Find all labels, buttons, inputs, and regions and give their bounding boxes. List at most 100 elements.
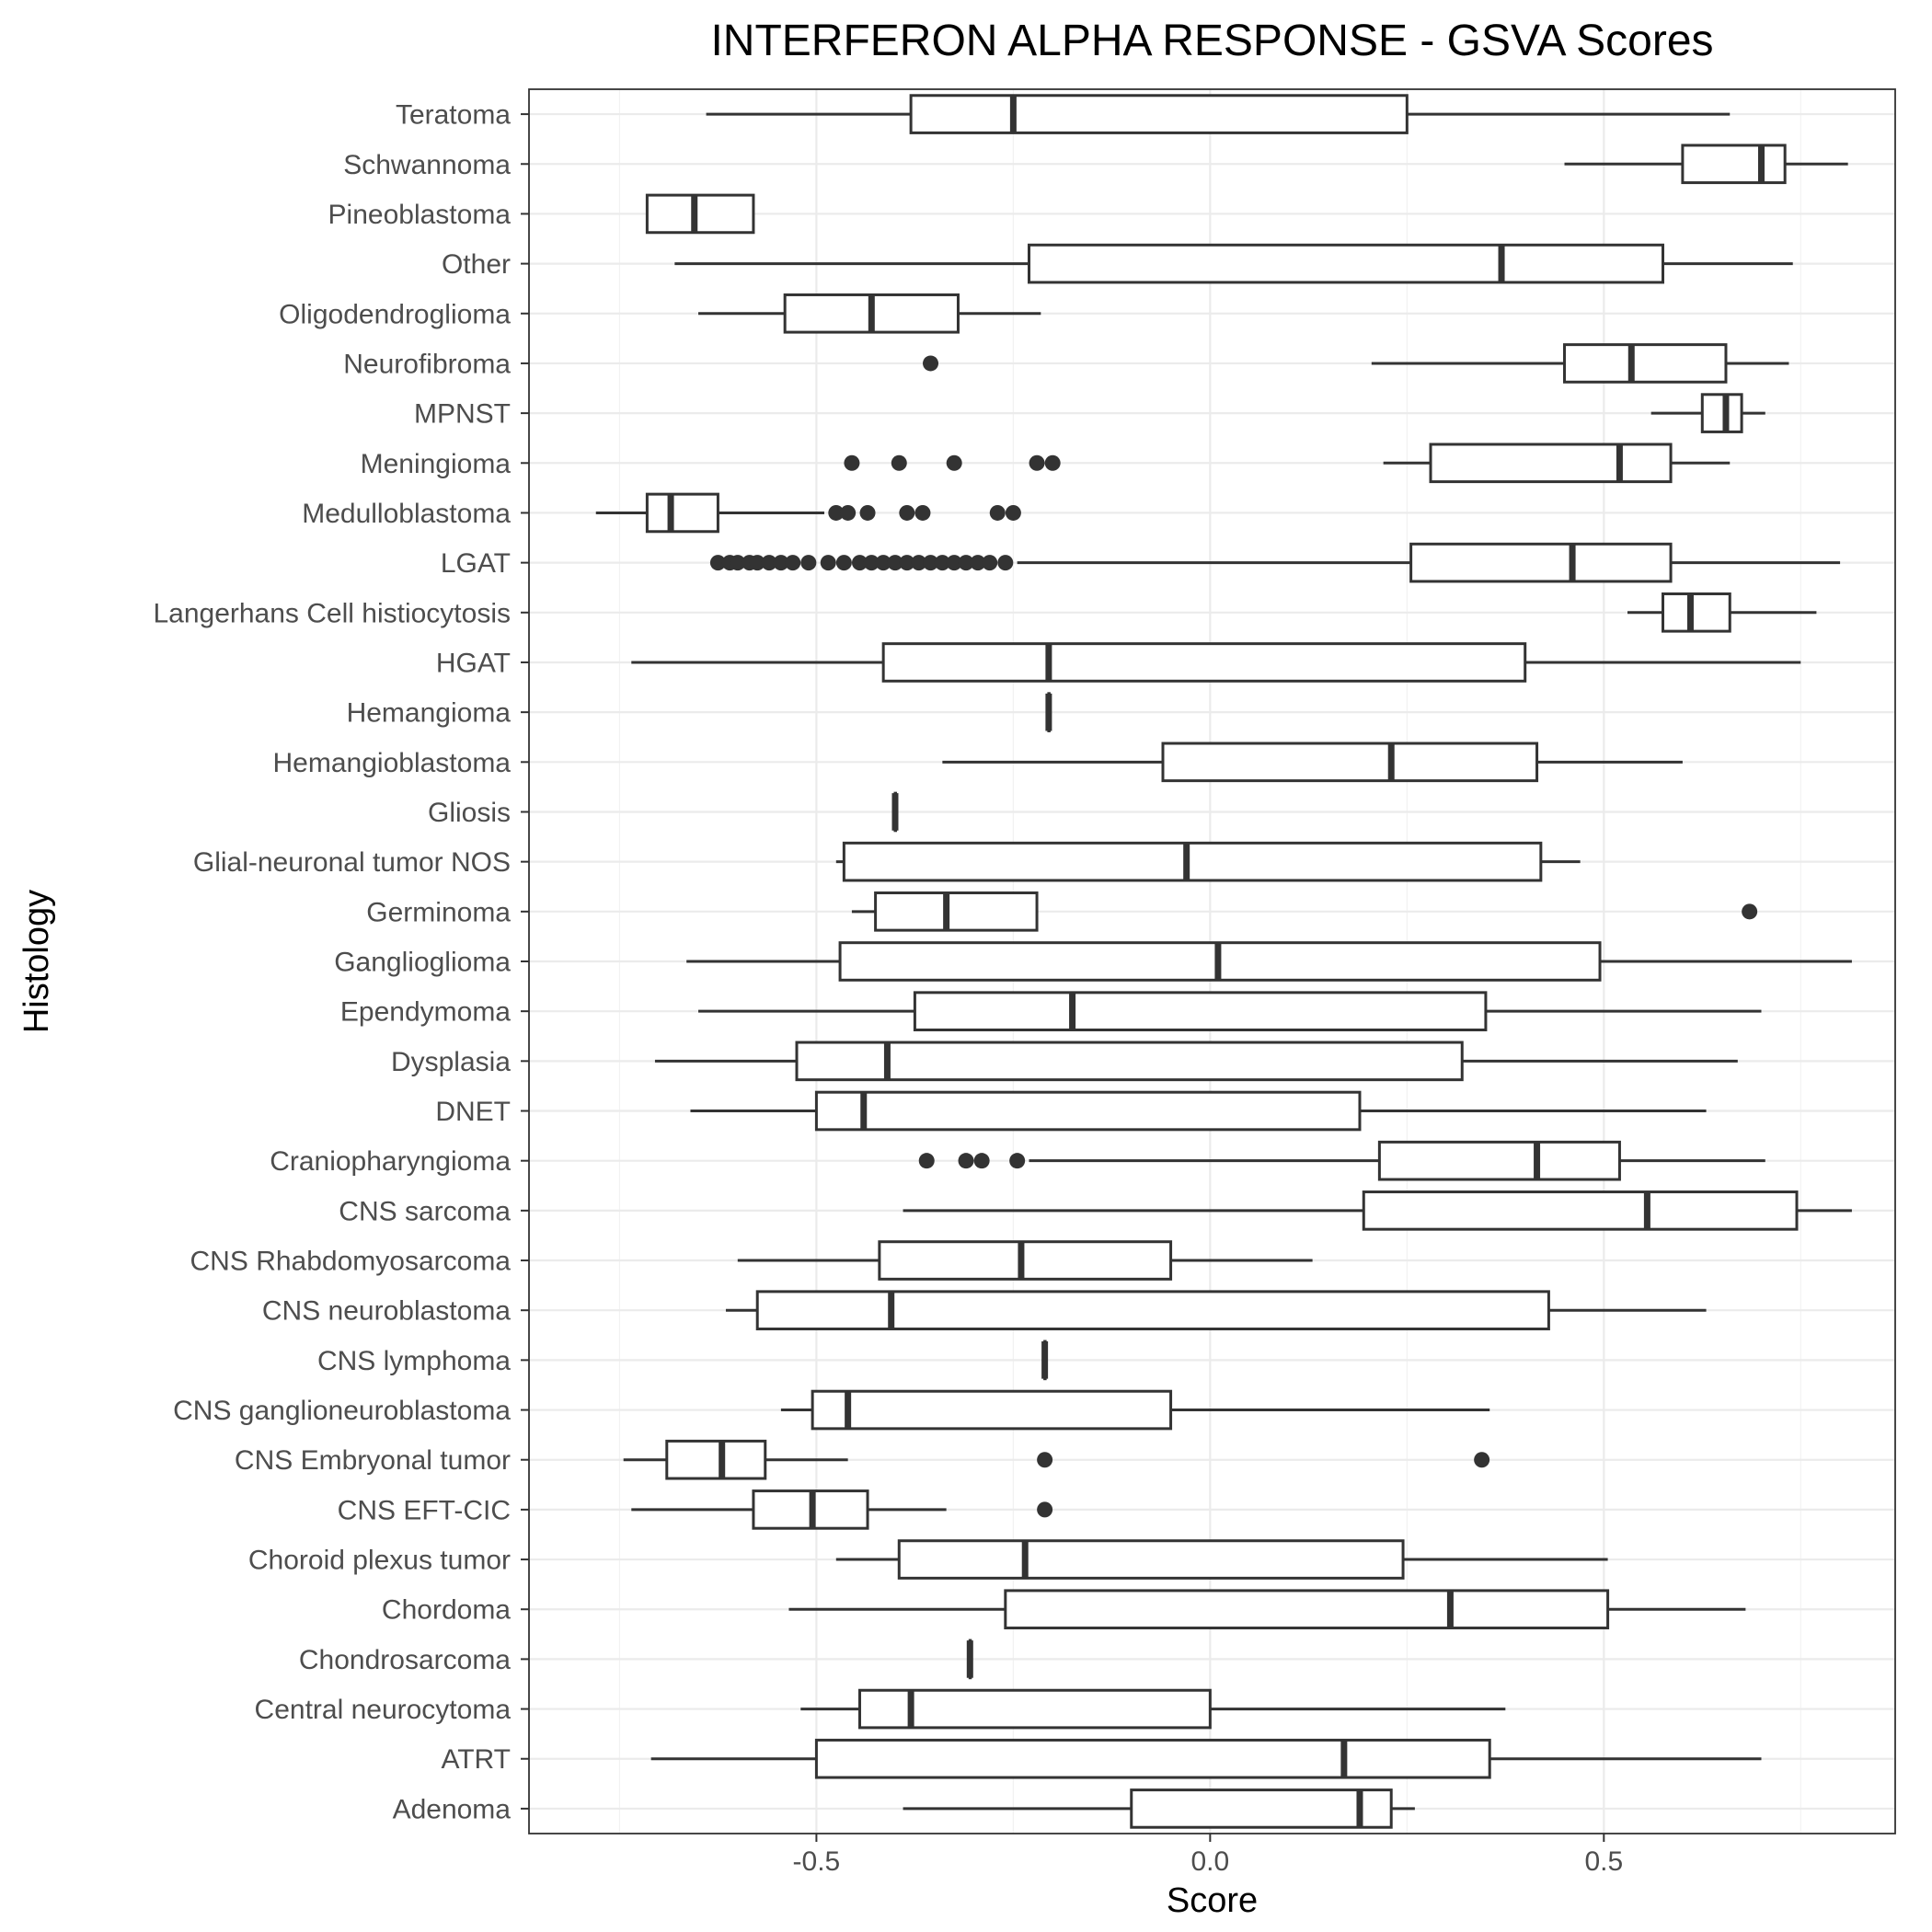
box-group-cns-lymphoma — [1041, 1340, 1049, 1381]
box — [1563, 343, 1728, 384]
y-tick-label: Craniopharyngioma — [270, 1146, 511, 1177]
box-group-dysplasia — [654, 1041, 1738, 1082]
outlier-point — [934, 555, 950, 571]
outlier-point — [851, 555, 868, 571]
outlier-point — [761, 555, 777, 571]
y-tick-label: Central neurocytoma — [255, 1695, 512, 1725]
outlier-point — [1005, 504, 1021, 521]
y-tick-label: MPNST — [414, 399, 511, 430]
box — [1028, 243, 1665, 284]
box — [1700, 393, 1743, 433]
y-tick-label: CNS lymphoma — [317, 1346, 511, 1376]
box-group-hgat — [631, 642, 1801, 683]
box — [1429, 443, 1673, 484]
box — [755, 1290, 1550, 1331]
outlier-point — [923, 555, 939, 571]
x-axis-title: Score — [1167, 1881, 1258, 1920]
box-group-teratoma — [706, 94, 1731, 134]
y-tick-label: Chordoma — [382, 1595, 511, 1626]
box-group-langerhans-cell-histiocytosis — [1627, 592, 1817, 633]
outlier-point — [1009, 1153, 1026, 1169]
y-tick-label: CNS Embryonal tumor — [235, 1445, 511, 1476]
y-axis: Teratoma Schwannoma Pineoblastoma Other Olig… — [153, 100, 529, 1824]
box — [1662, 592, 1731, 633]
y-tick-label: Teratoma — [396, 100, 511, 131]
outlier-point — [973, 1153, 990, 1169]
box — [842, 841, 1543, 882]
outlier-point — [859, 504, 876, 521]
box — [881, 642, 1527, 683]
outlier-point — [899, 504, 915, 521]
outlier-point — [997, 555, 1014, 571]
y-tick-label: Other — [442, 249, 511, 280]
chart-title: INTERFERON ALPHA RESPONSE - GSVA Scores — [710, 17, 1713, 65]
outlier-point — [1029, 454, 1045, 471]
outlier-point — [911, 555, 927, 571]
plot-marks — [595, 94, 1852, 1829]
y-tick-label: Oligodendroglioma — [279, 299, 511, 329]
box — [814, 1090, 1362, 1132]
box-group-cns-eft-cic — [631, 1489, 1053, 1530]
outlier-point — [899, 555, 915, 571]
box — [878, 1240, 1173, 1281]
outlier-point — [958, 1153, 974, 1169]
x-tick-label: 0.0 — [1191, 1846, 1230, 1877]
box-group-glial-neuronal-tumor-nos — [835, 841, 1581, 882]
outlier-point — [844, 454, 860, 471]
outlier-point — [1044, 454, 1061, 471]
outlier-point — [773, 555, 789, 571]
box-group-chordoma — [788, 1589, 1746, 1630]
box-group-germinoma — [851, 891, 1758, 932]
outlier-point — [1037, 1452, 1053, 1468]
box — [1161, 742, 1539, 783]
box-group-craniopharyngioma — [918, 1140, 1765, 1181]
outlier-point — [923, 355, 939, 372]
y-tick-label: DNET — [435, 1097, 511, 1127]
box — [1130, 1788, 1393, 1829]
outlier-point — [785, 555, 801, 571]
outlier-point — [946, 555, 962, 571]
box — [1004, 1589, 1610, 1630]
outlier-point — [970, 555, 986, 571]
box-group-lgat — [709, 542, 1841, 583]
box-group-adenoma — [903, 1788, 1415, 1829]
outlier-point — [1742, 903, 1758, 920]
box — [814, 1738, 1491, 1779]
outlier-point — [875, 555, 891, 571]
outlier-point — [840, 504, 857, 521]
box — [874, 891, 1039, 932]
y-tick-label: Adenoma — [393, 1794, 512, 1824]
box-group-cns-ganglioneuroblastoma — [780, 1389, 1490, 1431]
outlier-point — [918, 1153, 935, 1169]
outlier-point — [891, 454, 907, 471]
y-tick-label: Ganglioglioma — [334, 948, 511, 978]
box-group-other — [674, 243, 1793, 284]
outlier-point — [749, 555, 765, 571]
box-group-mpnst — [1650, 393, 1765, 433]
y-tick-label: CNS EFT-CIC — [338, 1495, 511, 1525]
y-tick-label: CNS Rhabdomyosarcoma — [190, 1247, 512, 1277]
box-group-choroid-plexus-tumor — [835, 1539, 1608, 1580]
x-axis: -0.5 0.0 0.5 — [793, 1834, 1623, 1877]
box — [897, 1539, 1405, 1580]
box-group-gliosis — [891, 791, 899, 833]
box-group-cns-sarcoma — [903, 1190, 1852, 1231]
y-axis-title: Histology — [17, 890, 56, 1033]
box — [811, 1389, 1173, 1431]
y-tick-label: Chondrosarcoma — [299, 1645, 511, 1675]
y-tick-label: Choroid plexus tumor — [248, 1546, 511, 1576]
y-tick-label: Dysplasia — [391, 1047, 511, 1077]
box-group-cns-rhabdomyosarcoma — [737, 1240, 1313, 1281]
y-tick-label: HGAT — [436, 648, 511, 678]
box — [857, 1688, 1212, 1730]
y-tick-label: Hemangioblastoma — [273, 748, 512, 778]
y-tick-label: Ependymoma — [340, 997, 511, 1028]
y-tick-label: Germinoma — [366, 897, 511, 927]
outlier-point — [958, 555, 974, 571]
y-tick-label: Schwannoma — [343, 150, 511, 180]
outlier-point — [887, 555, 903, 571]
box-group-cns-neuroblastoma — [725, 1290, 1707, 1331]
outlier-point — [709, 555, 726, 571]
box — [665, 1439, 767, 1480]
y-tick-label: Glial-neuronal tumor NOS — [193, 847, 511, 878]
